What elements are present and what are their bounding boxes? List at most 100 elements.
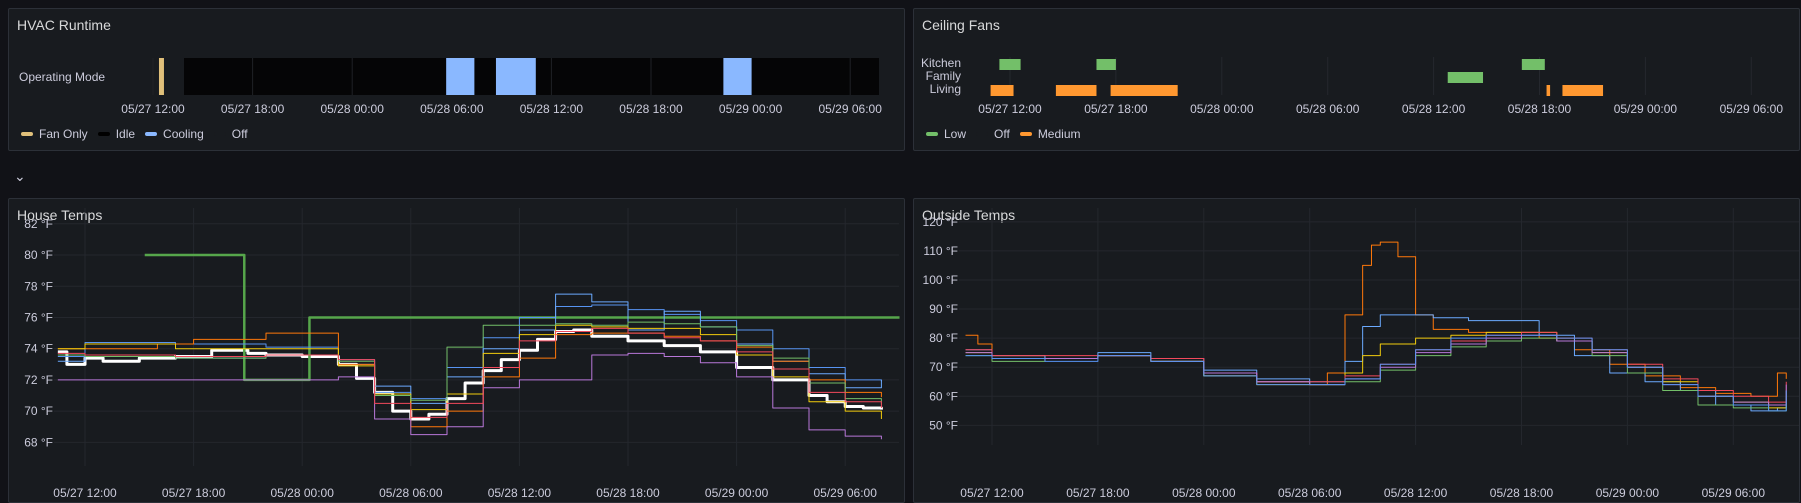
row-label: Family — [926, 69, 961, 83]
outside-temps-panel: Outside Temps 120 °F 110 °F 100 °F 90 °F 80 … — [913, 198, 1800, 503]
legend-item[interactable]: Fan Only — [21, 127, 88, 141]
x-tick-label: 05/29 06:00 — [1720, 102, 1784, 116]
x-tick-label: 05/29 00:00 — [719, 102, 783, 116]
series-line — [965, 334, 1787, 412]
x-tick-label: 05/27 12:00 — [978, 102, 1042, 116]
x-tick-label: 05/27 18:00 — [1084, 102, 1148, 116]
x-tick-label: 05/28 12:00 — [488, 486, 552, 500]
y-tick-label: 70 °F — [929, 360, 958, 374]
x-tick-label: 05/28 12:00 — [520, 102, 584, 116]
legend-label: Low — [944, 127, 967, 141]
x-tick-label: 05/28 06:00 — [1278, 486, 1342, 500]
legend-label: Idle — [115, 127, 136, 141]
legend-item[interactable]: Cooling — [145, 127, 204, 141]
house-temps-chart[interactable]: 82 °F 80 °F 78 °F 76 °F 74 °F 72 °F 70 °F 68 °F… — [9, 199, 904, 502]
y-tick-label: 80 °F — [24, 248, 53, 262]
state-segment — [158, 58, 164, 95]
hvac-runtime-panel: HVAC Runtime Operating Mode 05/27 12:00 05… — [8, 8, 905, 151]
x-tick-label: 05/29 00:00 — [705, 486, 769, 500]
outside-temps-chart[interactable]: 120 °F 110 °F 100 °F 90 °F 80 °F 70 °F 60 °F 50… — [914, 199, 1799, 502]
y-tick-label: 76 °F — [24, 310, 53, 324]
legend-item[interactable]: Low — [926, 127, 966, 141]
hvac-legend: Fan Only Idle Cooling Off — [21, 127, 248, 141]
row-label: Operating Mode — [19, 70, 105, 84]
panel-title[interactable]: House Temps — [17, 207, 103, 223]
x-tick-label: 05/28 00:00 — [270, 486, 334, 500]
hvac-state-timeline[interactable]: Operating Mode 05/27 12:00 05/27 18:00 05/2… — [9, 9, 904, 150]
legend-item[interactable]: Off — [976, 127, 1010, 141]
x-tick-label: 05/28 00:00 — [1190, 102, 1254, 116]
legend-swatch — [145, 132, 158, 136]
x-tick-label: 05/27 12:00 — [53, 486, 117, 500]
state-segment — [495, 58, 536, 95]
series-line — [57, 321, 882, 405]
series-line — [57, 324, 882, 419]
x-tick-label: 05/29 06:00 — [818, 102, 882, 116]
x-tick-label: 05/28 06:00 — [420, 102, 484, 116]
legend-item[interactable]: Off — [213, 127, 248, 141]
legend-swatch — [1019, 132, 1032, 136]
panel-title[interactable]: Ceiling Fans — [922, 17, 1000, 33]
state-segment — [446, 58, 475, 95]
house-temps-panel: House Temps 82 °F 80 °F 78 °F 76 °F 74 °F 72 … — [8, 198, 905, 503]
y-tick-label: 82 °F — [24, 217, 53, 231]
x-tick-label: 05/28 18:00 — [1490, 486, 1554, 500]
fans-legend: Low Off Medium — [926, 127, 1081, 141]
legend-swatch — [213, 132, 226, 136]
ceiling-fans-panel: Ceiling Fans Kitchen Family Living 05/27 12… — [913, 8, 1800, 151]
x-tick-label: 05/28 12:00 — [1384, 486, 1448, 500]
x-tick-label: 05/28 12:00 — [1402, 102, 1466, 116]
state-segment — [1521, 59, 1545, 70]
chevron-down-icon[interactable]: ⌄ — [14, 168, 26, 184]
x-tick-label: 05/29 06:00 — [813, 486, 877, 500]
x-tick-label: 05/27 12:00 — [960, 486, 1024, 500]
legend-label: Medium — [1037, 127, 1081, 141]
x-tick-label: 05/27 18:00 — [221, 102, 285, 116]
state-segment — [1447, 72, 1484, 83]
state-segment — [1055, 85, 1097, 96]
state-segment — [1562, 85, 1604, 96]
x-tick-label: 05/28 06:00 — [379, 486, 443, 500]
y-tick-label: 78 °F — [24, 279, 53, 293]
y-tick-label: 68 °F — [24, 435, 53, 449]
legend-swatch — [976, 132, 989, 136]
x-tick-label: 05/29 00:00 — [1614, 102, 1678, 116]
legend-swatch — [926, 132, 938, 136]
legend-swatch — [21, 132, 33, 136]
x-tick-label: 05/29 06:00 — [1702, 486, 1766, 500]
x-tick-label: 05/27 18:00 — [162, 486, 226, 500]
y-tick-label: 120 °F — [923, 215, 958, 229]
legend-item[interactable]: Idle — [97, 127, 136, 141]
y-tick-label: 60 °F — [929, 389, 958, 403]
state-segment — [990, 85, 1014, 96]
y-tick-label: 80 °F — [929, 331, 958, 345]
y-tick-label: 110 °F — [923, 244, 958, 258]
series-line — [57, 352, 882, 440]
legend-label: Fan Only — [39, 127, 88, 141]
state-segment — [1096, 59, 1116, 70]
x-tick-label: 05/28 06:00 — [1296, 102, 1360, 116]
y-tick-label: 72 °F — [24, 373, 53, 387]
state-segment — [999, 59, 1021, 70]
y-tick-label: 100 °F — [923, 273, 958, 287]
series-line — [57, 328, 883, 421]
y-tick-label: 70 °F — [24, 404, 53, 418]
state-segment — [1110, 85, 1178, 96]
legend-item[interactable]: Medium — [1019, 127, 1081, 141]
legend-swatch — [97, 132, 110, 136]
y-tick-label: 50 °F — [929, 418, 958, 432]
y-tick-label: 74 °F — [24, 342, 53, 356]
row-label: Living — [930, 82, 961, 96]
row-label: Kitchen — [921, 56, 961, 70]
state-segment — [723, 58, 752, 95]
x-tick-label: 05/28 18:00 — [1508, 102, 1572, 116]
x-tick-label: 05/28 18:00 — [596, 486, 660, 500]
legend-label: Cooling — [163, 127, 204, 141]
legend-label: Off — [231, 127, 248, 141]
series-line — [57, 327, 882, 418]
x-tick-label: 05/28 00:00 — [1172, 486, 1236, 500]
x-tick-label: 05/27 12:00 — [121, 102, 185, 116]
legend-label: Off — [994, 127, 1010, 141]
panel-title[interactable]: HVAC Runtime — [17, 17, 111, 33]
